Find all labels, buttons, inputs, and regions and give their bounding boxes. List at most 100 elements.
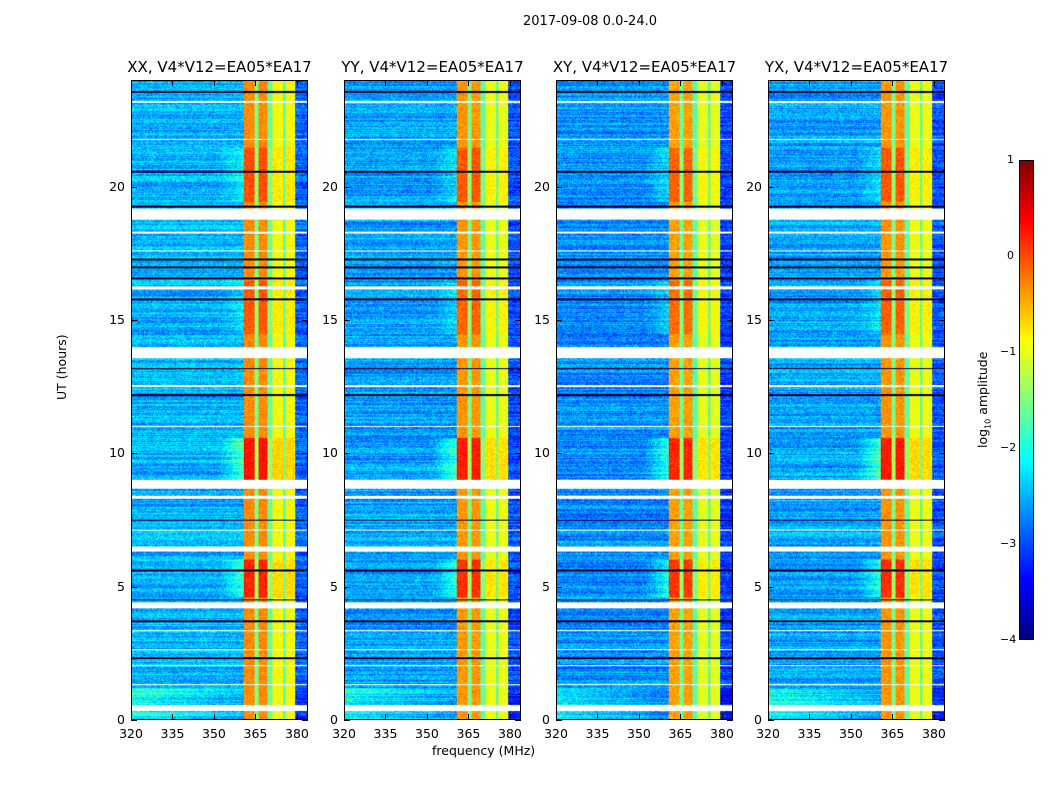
y-tick-mark (556, 453, 562, 455)
x-tick-label: 335 (160, 726, 185, 741)
y-tick-mark (939, 720, 945, 721)
y-tick-mark (939, 320, 945, 321)
x-tick-label: 380 (710, 726, 734, 741)
y-tick-label: 10 (109, 445, 125, 461)
x-tick-mark (213, 714, 215, 720)
x-tick-label: 335 (373, 726, 398, 741)
x-tick-label: 320 (756, 726, 780, 741)
x-tick-label: 320 (332, 726, 356, 741)
panel-title: YX, V4*V12=EA05*EA17 (764, 58, 949, 76)
y-tick-mark (515, 453, 521, 455)
colorbar-tick-label: −4 (1000, 633, 1017, 646)
y-tick-mark (939, 186, 945, 188)
x-tick-label: 380 (498, 726, 522, 741)
colorbar-label: log10 amplitude (975, 351, 993, 448)
x-tick-mark (344, 80, 345, 86)
y-tick-mark (939, 453, 945, 455)
y-tick-mark (131, 453, 137, 455)
x-tick-mark (892, 714, 894, 720)
panel-xy: XY, V4*V12=EA05*EA17 320 335 350 365 380 0 5 10… (534, 58, 736, 741)
panel-title: XY, V4*V12=EA05*EA17 (552, 58, 737, 76)
x-tick-mark (468, 714, 470, 720)
y-tick-mark (344, 186, 350, 188)
x-tick-mark (933, 80, 935, 86)
x-axis-label: frequency (MHz) (432, 743, 536, 758)
x-tick-label: 380 (285, 726, 309, 741)
waterfall-heatmap (556, 80, 733, 720)
x-tick-mark (809, 714, 811, 720)
y-tick-label: 10 (746, 445, 762, 461)
y-tick-label: 0 (542, 712, 550, 727)
y-tick-mark (556, 586, 562, 588)
x-tick-mark (385, 714, 387, 720)
waterfall-heatmap (344, 80, 521, 720)
x-tick-label: 335 (797, 726, 822, 741)
figure-title: 2017-09-08 0.0-24.0 (523, 14, 657, 29)
waterfall-heatmap (768, 80, 945, 720)
x-tick-mark (721, 80, 723, 86)
y-tick-mark (131, 586, 137, 588)
x-tick-mark (768, 80, 769, 86)
x-tick-mark (344, 714, 345, 720)
x-tick-mark (809, 80, 811, 86)
y-tick-label: 15 (746, 312, 762, 327)
y-tick-mark (727, 453, 733, 455)
y-tick-label: 10 (322, 445, 338, 461)
y-tick-label: 20 (109, 178, 125, 194)
x-tick-mark (768, 714, 769, 720)
y-tick-label: 0 (330, 712, 338, 727)
y-tick-mark (131, 320, 137, 321)
y-tick-mark (768, 586, 774, 588)
x-tick-mark (509, 714, 511, 720)
y-tick-label: 5 (542, 578, 550, 594)
y-tick-mark (556, 186, 562, 188)
x-tick-label: 320 (544, 726, 568, 741)
x-tick-mark (213, 80, 215, 86)
y-tick-mark (515, 720, 521, 721)
x-tick-label: 350 (627, 726, 651, 741)
x-tick-mark (385, 80, 387, 86)
colorbar-tick-label: 1 (1007, 153, 1014, 166)
y-tick-mark (939, 586, 945, 588)
x-tick-mark (556, 80, 557, 86)
y-tick-mark (302, 453, 308, 455)
y-tick-mark (131, 720, 137, 721)
colorbar (1019, 160, 1034, 640)
x-tick-mark (556, 714, 557, 720)
colorbar-tick-label: −2 (1000, 441, 1017, 454)
panel-title: YY, V4*V12=EA05*EA17 (341, 58, 524, 76)
x-tick-label: 365 (243, 726, 268, 741)
y-tick-label: 20 (746, 178, 762, 194)
x-tick-mark (509, 80, 511, 86)
x-tick-label: 320 (119, 726, 143, 741)
x-tick-label: 335 (585, 726, 610, 741)
y-tick-mark (727, 320, 733, 321)
x-tick-mark (296, 80, 298, 86)
panel-yx: YX, V4*V12=EA05*EA17 320 335 350 365 380 0 5 10… (746, 58, 948, 741)
x-tick-mark (597, 80, 599, 86)
y-tick-label: 5 (330, 578, 338, 594)
y-tick-mark (344, 720, 350, 721)
x-tick-mark (172, 714, 174, 720)
y-tick-mark (131, 186, 137, 188)
y-tick-mark (727, 720, 733, 721)
x-tick-mark (680, 714, 682, 720)
panel-xx: XX, V4*V12=EA05*EA17 320 335 350 365 380 0 5 10… (109, 58, 312, 741)
y-tick-label: 15 (109, 312, 125, 327)
x-tick-mark (255, 714, 257, 720)
y-tick-label: 10 (534, 445, 550, 461)
y-tick-mark (515, 320, 521, 321)
waterfall-heatmap (131, 80, 308, 720)
panel-yy: YY, V4*V12=EA05*EA17 320 335 350 365 380 0 5 10… (322, 58, 524, 741)
x-tick-mark (892, 80, 894, 86)
x-tick-mark (721, 714, 723, 720)
x-tick-mark (597, 714, 599, 720)
x-tick-mark (426, 714, 428, 720)
y-tick-mark (727, 586, 733, 588)
y-tick-label: 15 (322, 312, 338, 327)
y-tick-mark (556, 320, 562, 321)
y-tick-label: 15 (534, 312, 550, 327)
x-tick-mark (850, 714, 852, 720)
y-tick-mark (768, 320, 774, 321)
